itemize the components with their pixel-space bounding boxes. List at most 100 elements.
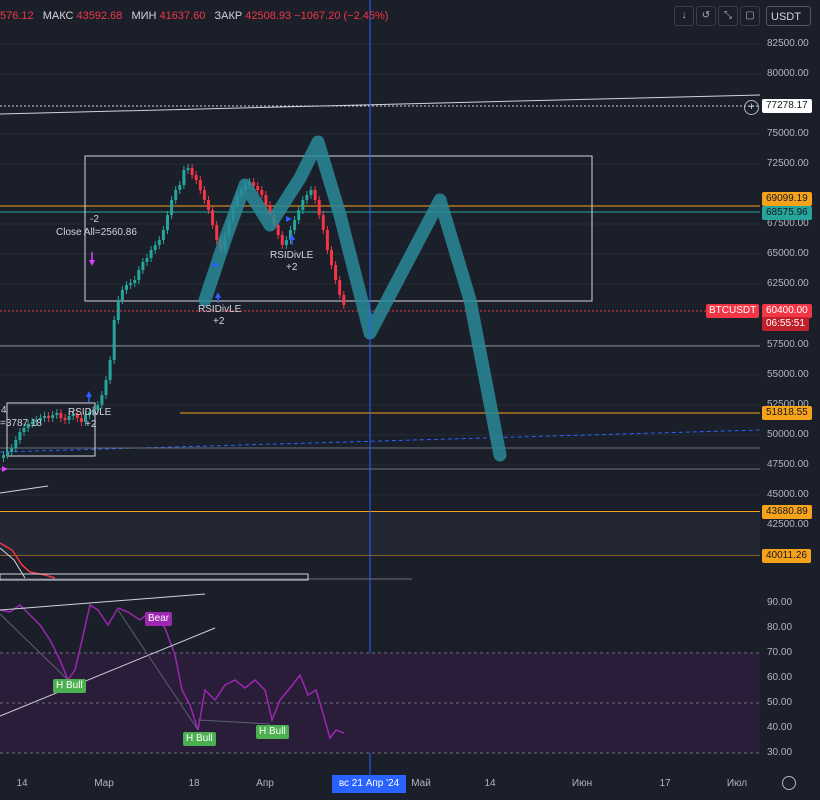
candle-body bbox=[211, 210, 215, 225]
rsi-tick: 40.00 bbox=[767, 722, 793, 733]
time-tick: Мар bbox=[94, 778, 114, 789]
price-tick: 82500.00 bbox=[767, 38, 809, 49]
candle-body bbox=[174, 190, 178, 200]
candle-body bbox=[88, 412, 92, 415]
candle-body bbox=[79, 418, 83, 422]
price-tag-68575: 68575.96 bbox=[762, 206, 812, 220]
countdown-tag: 06:55:51 bbox=[762, 317, 809, 331]
high-value: 43592.68 bbox=[76, 10, 123, 22]
arrow-down-icon[interactable]: ↓ bbox=[674, 6, 694, 26]
gear-icon[interactable] bbox=[782, 776, 796, 790]
indicator-white-line bbox=[0, 547, 26, 579]
candle-body bbox=[96, 405, 100, 410]
candle-body bbox=[137, 270, 141, 280]
rsi-trendline-upper bbox=[0, 593, 206, 611]
candle-body bbox=[170, 200, 174, 215]
price-tag-69099: 69099.19 bbox=[762, 192, 812, 206]
candle-body bbox=[51, 415, 55, 418]
candle-body bbox=[178, 185, 182, 190]
currency-select[interactable]: USDT bbox=[766, 6, 811, 26]
candle-body bbox=[166, 215, 169, 230]
fullscreen-icon[interactable]: ▢ bbox=[740, 6, 760, 26]
candle-body bbox=[34, 420, 38, 422]
rsi-div-val-1: +2 bbox=[213, 316, 225, 327]
rsi-div-label-2: RSIDivLE bbox=[270, 250, 314, 261]
candle-body bbox=[116, 300, 120, 320]
left-label-qty: 4 bbox=[1, 405, 7, 416]
candle-body bbox=[280, 235, 284, 245]
candle-body bbox=[198, 180, 202, 190]
candle-body bbox=[313, 190, 317, 200]
price-tick: 47500.00 bbox=[767, 459, 809, 470]
h-bull-badge: H Bull bbox=[256, 725, 289, 739]
rsi-tick: 30.00 bbox=[767, 747, 793, 758]
rsi-tick: 90.00 bbox=[767, 597, 793, 608]
candle-body bbox=[330, 250, 333, 265]
candle-body bbox=[6, 452, 10, 455]
h-bull-badge: H Bull bbox=[53, 679, 86, 693]
price-tick: 50000.00 bbox=[767, 429, 809, 440]
indicator-white-box bbox=[0, 573, 309, 581]
long-trendline bbox=[0, 94, 761, 115]
time-tick: Май bbox=[411, 778, 431, 789]
high-label: МАКС bbox=[42, 10, 74, 22]
time-tick: 14 bbox=[484, 778, 496, 789]
candle-body bbox=[252, 182, 256, 186]
expand-icon[interactable]: ⤡ bbox=[718, 6, 738, 26]
close-all-label: Close All=2560.86 bbox=[56, 227, 137, 238]
price-tick: 55000.00 bbox=[767, 369, 809, 380]
candle-body bbox=[26, 424, 30, 428]
flag-icon bbox=[286, 216, 292, 222]
candle-body bbox=[305, 195, 309, 200]
candle-body bbox=[161, 230, 165, 240]
price-tick: 75000.00 bbox=[767, 128, 809, 139]
rsi-div-line-3 bbox=[197, 719, 271, 725]
candle-body bbox=[30, 422, 34, 424]
candle-body bbox=[297, 210, 301, 220]
sell-arrow-icon bbox=[89, 260, 95, 266]
candlestick-series bbox=[2, 164, 346, 462]
candle-body bbox=[190, 168, 194, 175]
candle-body bbox=[43, 416, 46, 418]
candle-body bbox=[153, 245, 157, 250]
candle-body bbox=[207, 200, 210, 210]
candle-body bbox=[2, 455, 5, 458]
buy-arrow-icon bbox=[215, 292, 221, 298]
time-tick: 18 bbox=[188, 778, 200, 789]
price-tick: 45000.00 bbox=[767, 489, 809, 500]
candle-body bbox=[71, 414, 75, 416]
time-cursor-label: вс 21 Апр '24 bbox=[332, 775, 406, 793]
candle-body bbox=[38, 418, 42, 420]
price-tick: 80000.00 bbox=[767, 68, 809, 79]
candle-body bbox=[55, 413, 59, 415]
candle-body bbox=[289, 230, 292, 240]
undo-icon[interactable]: ↺ bbox=[696, 6, 716, 26]
rsi-line bbox=[0, 603, 345, 740]
indicator-red-line bbox=[0, 542, 56, 579]
candle-body bbox=[10, 448, 14, 452]
strategy-markers bbox=[2, 216, 295, 472]
zone-shade bbox=[0, 512, 760, 555]
open-value: 576.12 bbox=[0, 10, 34, 22]
candle-body bbox=[186, 168, 190, 170]
candle-body bbox=[145, 258, 149, 262]
candle-body bbox=[268, 205, 272, 215]
candle-body bbox=[260, 190, 264, 195]
rsi-div-label-1: RSIDivLE bbox=[198, 304, 242, 315]
time-tick: 14 bbox=[16, 778, 28, 789]
rsi-tick: 80.00 bbox=[767, 622, 793, 633]
price-tick: 72500.00 bbox=[767, 158, 809, 169]
candle-body bbox=[194, 175, 198, 180]
symbol-tag: BTCUSDT bbox=[706, 304, 760, 318]
rsi-div-val-2: +2 bbox=[286, 262, 298, 273]
time-tick: Июн bbox=[571, 778, 593, 789]
add-alert-icon[interactable]: + bbox=[744, 100, 759, 115]
rsi-tick: 50.00 bbox=[767, 697, 793, 708]
left-trendline bbox=[0, 485, 49, 494]
current-price-tag: 60400.00 bbox=[762, 304, 812, 318]
candle-body bbox=[63, 418, 67, 420]
candle-body bbox=[108, 360, 112, 380]
time-tick: Апр bbox=[256, 778, 274, 789]
rsi-tick: 70.00 bbox=[767, 647, 793, 658]
